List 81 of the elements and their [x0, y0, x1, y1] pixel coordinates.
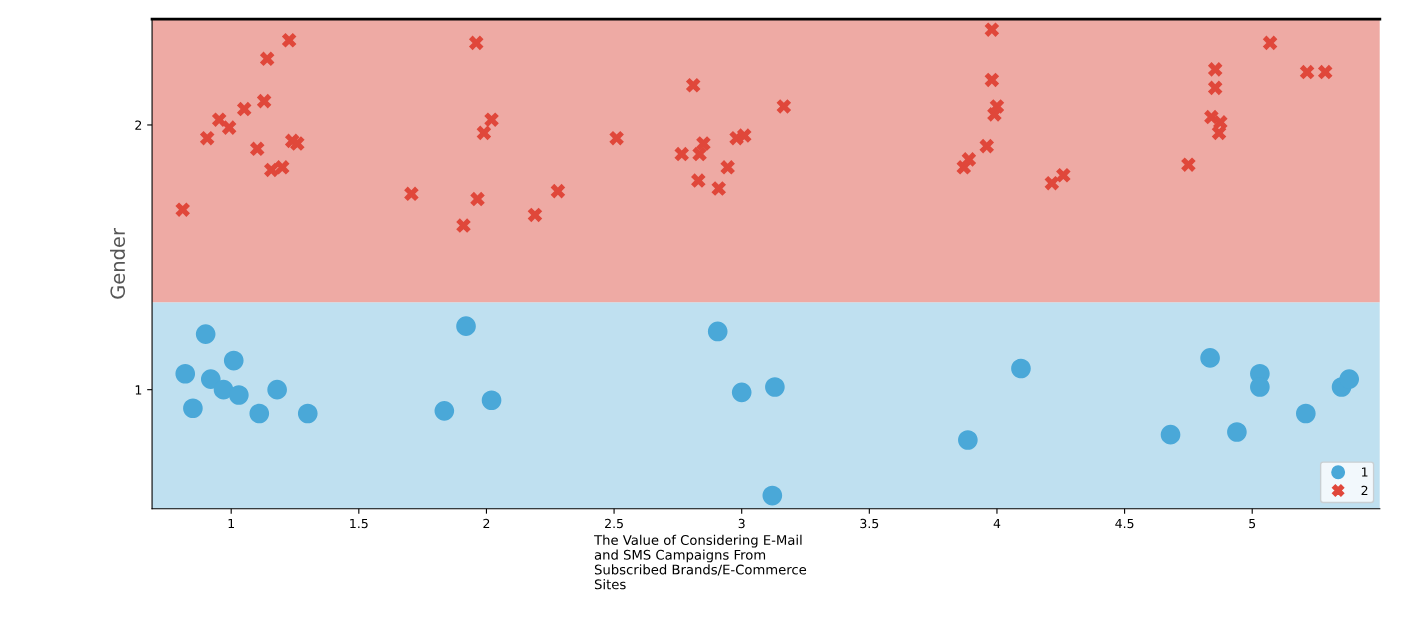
point	[711, 181, 727, 196]
point	[1250, 377, 1270, 397]
point	[256, 93, 272, 109]
point	[456, 218, 471, 233]
point	[434, 401, 455, 421]
point	[1207, 80, 1223, 96]
point	[609, 130, 624, 146]
point	[221, 120, 237, 135]
point	[484, 112, 499, 127]
point	[1299, 64, 1315, 80]
point	[290, 136, 305, 151]
point	[200, 369, 221, 389]
point	[470, 191, 485, 207]
x-tick-label: 1.5	[350, 518, 368, 529]
y-axis-title: Gender	[110, 228, 126, 299]
point	[223, 350, 244, 371]
point	[456, 316, 476, 336]
point	[1160, 424, 1181, 445]
point	[527, 207, 543, 223]
legend-label: 1	[1362, 467, 1368, 477]
point	[1339, 369, 1360, 389]
point	[958, 430, 978, 450]
x-tick-label: 4.5	[1115, 518, 1134, 529]
point	[199, 130, 215, 146]
x-axis-title: The Value of Considering E-Mail and SMS Campaigns From Subscribed Brands/E-Commerce Sites	[594, 534, 807, 590]
point	[249, 403, 270, 424]
point	[765, 377, 785, 397]
point	[692, 146, 707, 162]
point	[674, 146, 689, 162]
point	[1056, 167, 1071, 183]
point	[979, 138, 995, 154]
point	[1181, 157, 1196, 172]
point	[236, 101, 252, 117]
point	[468, 35, 484, 51]
point	[1317, 64, 1333, 80]
point	[267, 379, 287, 400]
point	[1207, 62, 1223, 77]
point	[762, 485, 783, 506]
x-tick-label: 4	[993, 518, 1001, 529]
point	[175, 202, 190, 217]
point	[229, 385, 249, 405]
point	[984, 72, 1000, 88]
point	[691, 173, 706, 188]
point	[961, 152, 977, 167]
point	[213, 379, 234, 400]
point	[1044, 175, 1060, 191]
point	[263, 162, 279, 178]
point	[1200, 348, 1220, 368]
point	[274, 160, 290, 175]
point	[481, 390, 502, 411]
x-tick-label: 2.5	[605, 518, 623, 529]
point	[736, 128, 752, 143]
point	[183, 398, 203, 419]
point	[476, 125, 492, 141]
x-tick-label: 3	[738, 518, 745, 529]
point	[1227, 422, 1247, 442]
point	[175, 363, 196, 384]
point	[696, 136, 711, 151]
legend-label: 2	[1361, 485, 1368, 495]
x-tick-label: 1	[228, 518, 235, 529]
point	[989, 99, 1005, 114]
point	[297, 403, 318, 424]
point	[776, 99, 792, 114]
point	[249, 141, 265, 157]
x-tick-label: 3.5	[860, 518, 879, 529]
point	[404, 186, 419, 202]
point	[281, 32, 297, 48]
x-tick-label: 5	[1249, 518, 1256, 529]
point	[259, 51, 275, 67]
point	[1296, 403, 1316, 424]
point	[1011, 358, 1031, 379]
x-tick-label: 2	[483, 518, 490, 529]
point	[707, 321, 728, 342]
point	[1262, 35, 1278, 51]
point	[195, 324, 216, 344]
point	[720, 160, 735, 175]
point	[550, 183, 566, 199]
point	[984, 22, 1000, 37]
point	[685, 77, 701, 93]
point	[1211, 125, 1227, 141]
point	[731, 382, 752, 403]
